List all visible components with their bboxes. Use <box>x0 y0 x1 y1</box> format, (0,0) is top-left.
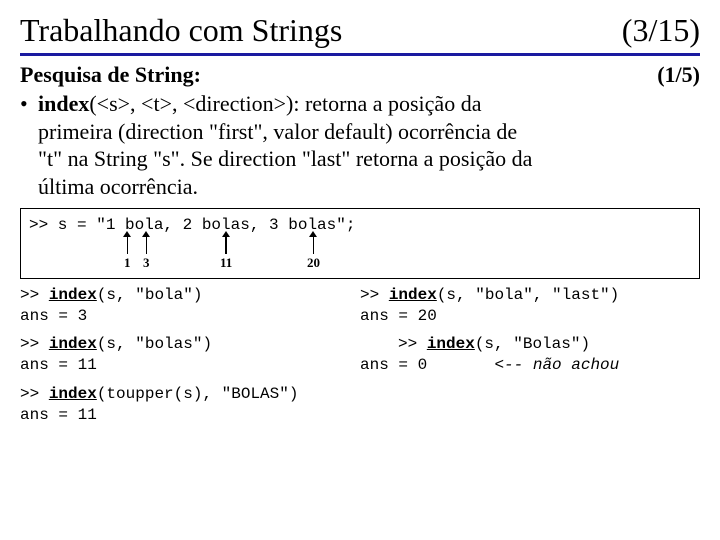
arrow-shaft <box>146 236 148 254</box>
page-header: Trabalhando com Strings (3/15) <box>20 12 700 56</box>
page-title: Trabalhando com Strings <box>20 12 342 49</box>
page-number: (3/15) <box>622 12 700 49</box>
ex3-line2: ans = 11 <box>20 405 700 426</box>
position-arrow: 3 <box>143 236 150 272</box>
desc-line-3: "t" na String "s". Se direction "last" r… <box>20 145 700 173</box>
ex1-left: >> index(s, "bola") ans = 3 <box>20 285 346 327</box>
arrow-label: 1 <box>124 255 131 272</box>
position-arrow: 11 <box>220 236 232 272</box>
ex1-right-line1: >> index(s, "bola", "last") <box>360 285 700 306</box>
ex1-left-line1: >> index(s, "bola") <box>20 285 346 306</box>
ex2-right-line2: ans = 0 <-- não achou <box>360 355 700 376</box>
subheader-right: (1/5) <box>657 62 700 88</box>
ex2-left-line1: >> index(s, "bolas") <box>20 334 346 355</box>
arrow-shaft <box>313 236 315 254</box>
code-example-1: >> s = "1 bola, 2 bolas, 3 bolas"; 13112… <box>20 208 700 279</box>
example-row-2: >> index(s, "bolas") ans = 11 >> index(s… <box>20 334 700 376</box>
arrow-shaft <box>225 236 227 254</box>
desc-line-1: •index(<s>, <t>, <direction>): retorna a… <box>20 90 700 118</box>
desc-line-2: primeira (direction "first", valor defau… <box>20 118 700 146</box>
position-arrow: 1 <box>124 236 131 272</box>
ex1-left-line2: ans = 3 <box>20 306 346 327</box>
ex3-line1: >> index(toupper(s), "BOLAS") <box>20 384 700 405</box>
desc-rest-1: retorna a posição da <box>305 91 482 116</box>
desc-line-4: última ocorrência. <box>20 173 700 201</box>
arrow-label: 3 <box>143 255 150 272</box>
arrow-shaft <box>127 236 129 254</box>
example-row-3: >> index(toupper(s), "BOLAS") ans = 11 <box>20 384 700 426</box>
bullet-marker: • <box>20 90 38 118</box>
ex1-right-line2: ans = 20 <box>360 306 700 327</box>
func-args: (<s>, <t>, <direction>): <box>89 91 305 116</box>
section-subheader: Pesquisa de String: (1/5) <box>20 62 700 88</box>
ex2-right: >> index(s, "Bolas") ans = 0 <-- não ach… <box>360 334 700 376</box>
arrow-annotations: 13 11 20 <box>29 236 691 276</box>
func-name: index <box>38 91 89 116</box>
ex2-left-line2: ans = 11 <box>20 355 346 376</box>
position-arrow: 20 <box>307 236 320 272</box>
not-found-note: <-- não achou <box>494 356 619 374</box>
ex2-left: >> index(s, "bolas") ans = 11 <box>20 334 346 376</box>
subheader-left: Pesquisa de String: <box>20 62 201 88</box>
example-row-1: >> index(s, "bola") ans = 3 >> index(s, … <box>20 285 700 327</box>
ex2-right-line1: >> index(s, "Bolas") <box>360 334 700 355</box>
ex1-right: >> index(s, "bola", "last") ans = 20 <box>360 285 700 327</box>
arrow-label: 20 <box>307 255 320 272</box>
arrow-label: 11 <box>220 255 232 272</box>
description-block: •index(<s>, <t>, <direction>): retorna a… <box>20 90 700 200</box>
